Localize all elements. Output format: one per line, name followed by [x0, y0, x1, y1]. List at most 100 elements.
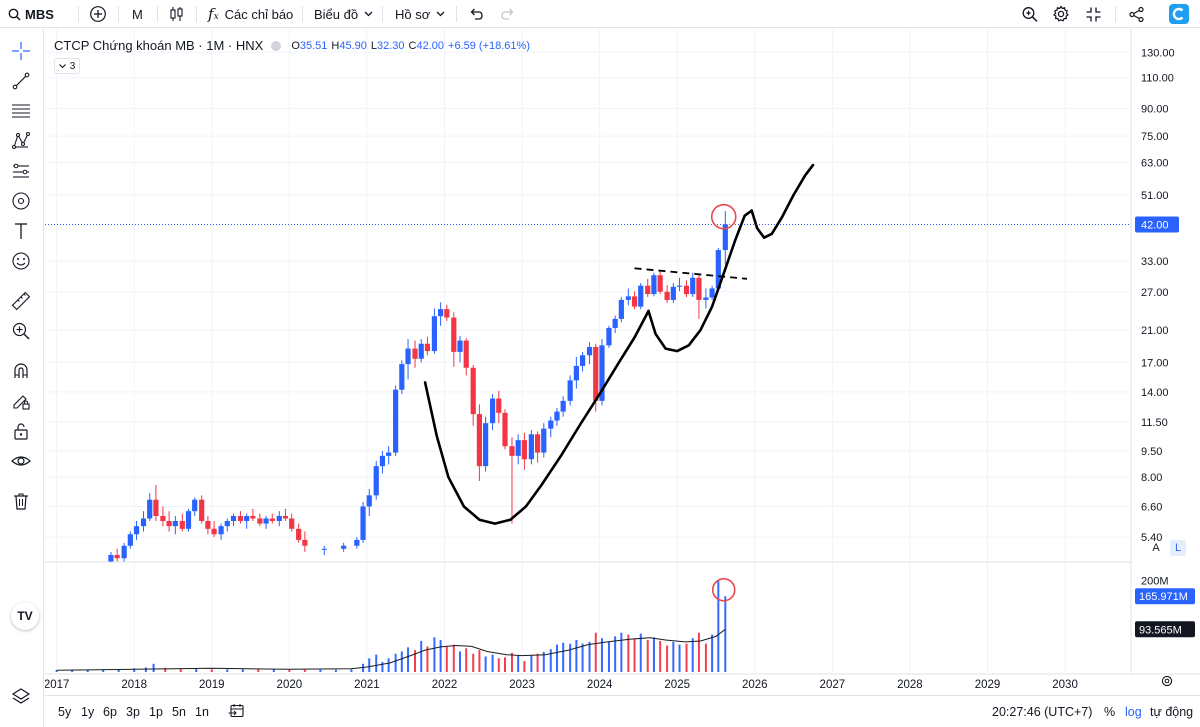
icons-tool[interactable] — [10, 251, 32, 274]
legend-collapse-button[interactable]: 3 — [54, 58, 80, 74]
symbol-label: MBS — [25, 6, 54, 22]
pattern-tool[interactable] — [10, 131, 32, 154]
chart-type-button[interactable] — [169, 0, 185, 28]
log-scale-toggle[interactable]: log — [1125, 696, 1142, 727]
object-tree-button[interactable] — [10, 687, 32, 709]
redo-button[interactable] — [500, 0, 516, 28]
volume-bar — [319, 669, 322, 672]
horizontal-lines-tool[interactable] — [10, 102, 32, 124]
volume-bar — [536, 653, 539, 672]
time-tick-label: 2026 — [742, 679, 768, 691]
hide-drawings-tool[interactable] — [10, 452, 32, 474]
low-value: 32.30 — [377, 39, 405, 52]
candle-body — [457, 340, 463, 352]
time-axis-settings-button[interactable] — [1159, 674, 1175, 690]
volume-bar — [179, 668, 182, 672]
candle-body — [541, 428, 547, 453]
log-scale-button[interactable]: L — [1170, 540, 1186, 556]
high-value: 45.90 — [339, 39, 367, 52]
candle-body — [192, 499, 198, 512]
candle-body — [567, 380, 573, 401]
quick-search-button[interactable] — [1021, 0, 1039, 28]
auto-scale-button[interactable]: A — [1148, 540, 1164, 556]
volume-bar — [86, 669, 89, 672]
measure-tool[interactable] — [10, 291, 32, 314]
price-tick-label: 17.00 — [1141, 357, 1169, 369]
auto-scale-toggle[interactable]: tự động — [1150, 696, 1193, 727]
tradingview-logo[interactable]: TV — [11, 602, 39, 630]
volume-bar — [569, 643, 572, 672]
profile-menu-button[interactable]: Hồ sơ — [395, 0, 445, 28]
fullscreen-button[interactable] — [1085, 0, 1102, 28]
volume-bar — [594, 632, 597, 672]
horizontal-lines-icon — [11, 101, 31, 126]
volume-bar — [414, 650, 417, 672]
candle-body — [127, 534, 133, 546]
lock-all-tool[interactable] — [10, 422, 32, 444]
resistance-dashed-line — [634, 267, 748, 280]
candle-body — [664, 291, 670, 300]
candle-body — [269, 518, 275, 521]
open-value: 35.51 — [299, 39, 328, 52]
range-5d[interactable]: 5n — [172, 696, 186, 727]
magnifier-sparkle-icon — [1021, 5, 1039, 23]
visibility-dot-icon[interactable] — [271, 40, 282, 51]
zoom-in-icon — [11, 321, 31, 346]
volume-bar — [530, 655, 533, 672]
volume-ma-label: 93.565M — [1139, 624, 1182, 636]
volume-bar — [257, 669, 260, 672]
prediction-tool[interactable] — [10, 162, 32, 184]
timezone-clock[interactable]: 20:27:46 (UTC+7) — [992, 696, 1092, 727]
candle-body — [612, 318, 618, 328]
percent-scale-button[interactable]: % — [1104, 696, 1115, 727]
candle-body — [379, 455, 386, 467]
chart-pane[interactable]: 130.00 110.00 90.00 75.00 63.00 51.00 33.00 27.… — [45, 29, 1200, 694]
undo-button[interactable] — [468, 0, 484, 28]
candle-body — [593, 346, 599, 401]
high-label: H — [331, 39, 340, 52]
candle-body — [515, 440, 521, 456]
brand-button[interactable] — [1169, 0, 1189, 28]
profile-menu-label: Hồ sơ — [395, 6, 431, 22]
candle-body — [586, 346, 593, 356]
lock-drawing-tool[interactable] — [10, 392, 32, 414]
range-3m[interactable]: 3p — [126, 696, 140, 727]
range-6m[interactable]: 6p — [103, 696, 117, 727]
range-5y[interactable]: 5y — [58, 696, 71, 727]
candle-body — [393, 389, 399, 453]
time-tick-label: 2023 — [509, 679, 535, 691]
volume-bar — [472, 653, 475, 672]
crosshair-tool[interactable] — [10, 41, 32, 64]
zoom-tool[interactable] — [10, 322, 32, 344]
range-1y[interactable]: 1y — [81, 696, 94, 727]
candle-body — [412, 348, 418, 359]
time-tick-label: 2017 — [45, 679, 69, 691]
range-1m[interactable]: 1p — [149, 696, 163, 727]
remove-drawings-tool[interactable] — [10, 492, 32, 514]
candle-body — [185, 511, 192, 529]
price-tick-label: 8.00 — [1141, 472, 1162, 484]
shapes-tool[interactable] — [10, 191, 32, 214]
settings-button[interactable] — [1052, 0, 1070, 28]
indicators-button[interactable]: fx Các chỉ báo — [208, 0, 293, 28]
candle-body — [108, 555, 114, 562]
range-1d[interactable]: 1n — [195, 696, 209, 727]
candle-body — [386, 452, 392, 456]
volume-bar — [717, 580, 720, 672]
date-range-button[interactable] — [228, 696, 246, 727]
candle-body — [715, 250, 721, 289]
volume-bar — [678, 644, 681, 672]
calendar-range-icon — [228, 703, 246, 722]
chart-menu-button[interactable]: Biểu đồ — [314, 0, 373, 28]
candle-body — [573, 365, 579, 381]
share-button[interactable] — [1128, 0, 1145, 28]
trend-line-tool[interactable] — [10, 72, 32, 94]
magnet-tool[interactable] — [10, 362, 32, 384]
text-tool[interactable] — [10, 222, 32, 244]
symbol-search[interactable]: MBS — [8, 0, 54, 28]
volume-bar — [272, 669, 275, 672]
compare-button[interactable] — [89, 0, 107, 28]
interval-button[interactable]: M — [132, 0, 143, 28]
volume-bar — [144, 667, 147, 672]
price-chart[interactable]: 130.00 110.00 90.00 75.00 63.00 51.00 33.00 27.… — [45, 29, 1200, 694]
